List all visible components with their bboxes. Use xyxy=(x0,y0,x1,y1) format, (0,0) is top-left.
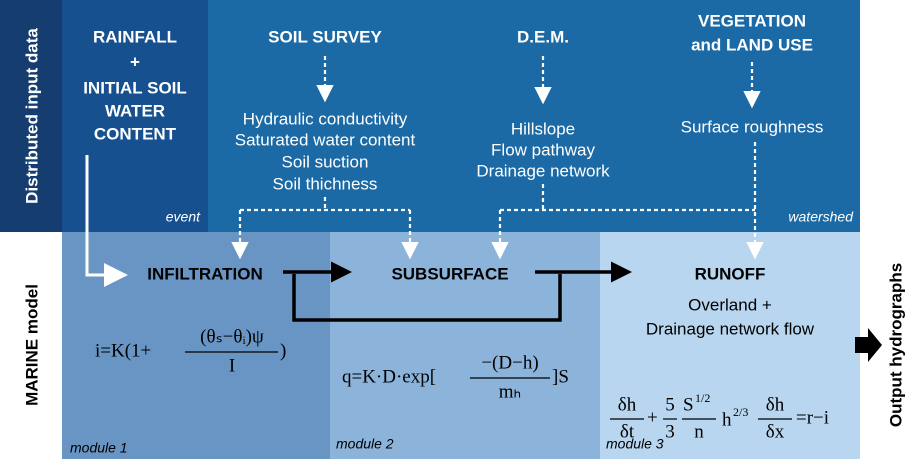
eq-part: h xyxy=(722,409,732,430)
equation-1: i=K(1+ (θₛ−θᵢ)ψ I ) xyxy=(95,326,286,376)
event-tag: event xyxy=(166,209,201,225)
rainfall-line: INITIAL SOIL xyxy=(83,78,187,97)
input-label: Distributed input data xyxy=(22,28,41,204)
eq-part: ) xyxy=(280,340,286,361)
output-label: Output hydrographs xyxy=(886,263,905,427)
eq-part: ]S xyxy=(552,366,569,387)
rainfall-line: + xyxy=(130,52,140,71)
input-label-band xyxy=(0,0,62,232)
eq-part: I xyxy=(229,355,235,376)
source-item: Flow pathway xyxy=(491,140,595,159)
source-item: Surface roughness xyxy=(681,117,824,136)
source-title: D.E.M. xyxy=(517,27,569,46)
sources-box xyxy=(208,0,860,232)
source-item: Soil thichness xyxy=(273,174,378,193)
equation-3: δh δt + 5 3 S 1/2 n h 2/3 δh δx =r−i xyxy=(610,391,829,442)
source-item: Soil suction xyxy=(282,152,369,171)
source-item: Drainage network xyxy=(476,161,610,180)
source-item: Hillslope xyxy=(511,119,575,138)
eq-part: 1/2 xyxy=(695,391,710,405)
module-description: Drainage network flow xyxy=(646,319,815,338)
eq-part: n xyxy=(694,421,704,442)
source-title: SOIL SURVEY xyxy=(268,27,382,46)
eq-part: i=K(1+ xyxy=(95,340,151,361)
flow-arrows xyxy=(283,261,632,322)
equation-2: q=K·D·exp[ −(D−h) mₕ ]S xyxy=(342,352,569,402)
module-label: module 1 xyxy=(70,440,128,456)
source-title: and LAND USE xyxy=(691,35,813,54)
module-label: module 3 xyxy=(606,436,664,452)
eq-part: δh xyxy=(618,394,637,415)
rainfall-arrow xyxy=(85,155,128,287)
source-title: VEGETATION xyxy=(698,11,806,30)
rainfall-line: RAINFALL xyxy=(93,27,177,46)
rainfall-line: WATER xyxy=(105,101,165,120)
module-name: RUNOFF xyxy=(695,264,766,283)
eq-part: δh xyxy=(766,394,785,415)
source-item: Saturated water content xyxy=(235,130,416,149)
module-name: INFILTRATION xyxy=(147,264,263,283)
model-label: MARINE model xyxy=(22,284,41,406)
eq-part: 2/3 xyxy=(733,405,748,419)
eq-part: δt xyxy=(620,421,635,442)
eq-part: (θₛ−θᵢ)ψ xyxy=(200,326,264,347)
source-item: Hydraulic conductivity xyxy=(243,109,408,128)
eq-part: mₕ xyxy=(499,381,521,402)
watershed-tag: watershed xyxy=(788,209,854,225)
module-label: module 2 xyxy=(336,436,394,452)
eq-part: δx xyxy=(766,421,785,442)
dotted-arrows xyxy=(231,56,764,260)
eq-part: + xyxy=(647,407,658,428)
module-description: Overland + xyxy=(688,295,772,314)
eq-part: −(D−h) xyxy=(481,352,538,373)
eq-part: 3 xyxy=(665,421,675,442)
eq-part: =r−i xyxy=(796,407,829,428)
output-arrow xyxy=(855,328,882,362)
module-2-box xyxy=(330,232,600,459)
eq-part: q=K·D·exp[ xyxy=(342,366,436,387)
module-3-box xyxy=(600,232,860,459)
eq-part: 5 xyxy=(665,394,675,415)
module-name: SUBSURFACE xyxy=(391,264,508,283)
eq-part: S xyxy=(683,394,694,415)
rainfall-line: CONTENT xyxy=(94,124,177,143)
